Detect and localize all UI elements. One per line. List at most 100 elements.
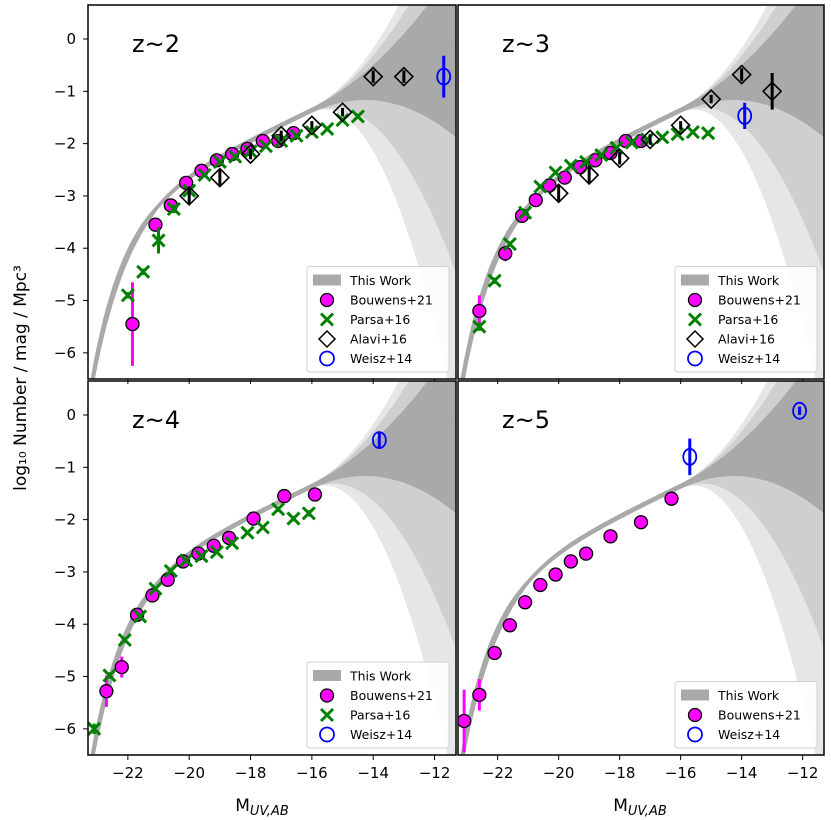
parsa-point: [212, 154, 227, 169]
legend-marker-parsa: [687, 312, 703, 327]
parsa-point: [197, 167, 212, 183]
legend-marker-weisz: [687, 726, 703, 743]
parsa-point: [289, 128, 304, 143]
legend-marker-model: [313, 274, 341, 286]
parsa-point: [563, 158, 578, 173]
legend-label: Parsa+16: [350, 708, 410, 723]
legend-marker-weisz: [319, 726, 335, 743]
bouwens-point: [114, 659, 129, 675]
alavi-point: [640, 129, 661, 150]
alavi-point: [701, 89, 722, 110]
alavi-point: [548, 183, 569, 204]
legend-marker-parsa: [319, 707, 335, 723]
model-band-inner: [460, 381, 824, 755]
parsa-point: [472, 319, 487, 334]
legend-marker-bouwens: [687, 292, 703, 308]
bouwens-point: [633, 515, 649, 530]
legend-label: This Work: [349, 273, 412, 288]
panel-frame: [87, 4, 457, 380]
panel-frame: [457, 380, 825, 756]
x-tick-label: −20: [543, 764, 575, 782]
y-tick-label: −6: [54, 720, 76, 738]
parsa-point: [120, 288, 135, 303]
parsa-point: [133, 609, 148, 624]
panels: z~2 0 −1 −2 −3 −4 −5 −6 This Work Bouwens+21 Parsa…: [54, 4, 825, 782]
parsa-point: [194, 549, 209, 564]
y-tick-label: −4: [54, 239, 76, 257]
parsa-point: [609, 140, 624, 155]
legend-marker-alavi: [317, 329, 337, 349]
bouwens-point: [517, 595, 533, 610]
parsa-point: [335, 113, 350, 128]
y-tick-label: −1: [54, 458, 76, 476]
x-tick-label: −12: [419, 764, 451, 782]
panel-label: z~5: [502, 406, 550, 434]
bouwens-point: [502, 618, 518, 633]
x-tick-label: −12: [787, 764, 819, 782]
legend-marker-parsa: [319, 312, 335, 327]
panel-3: z~4 −22 −20 −18 −16 −14 −12 0 −1 −2 −3 −4 −5 −6 This W…: [54, 380, 457, 782]
model-band-inner: [90, 381, 456, 755]
legend: This Work Bouwens+21 Parsa+16 Alavi+16 Weisz…: [674, 266, 818, 373]
parsa-point: [255, 520, 270, 535]
legend-marker-weisz: [319, 350, 335, 367]
parsa-point: [487, 273, 502, 288]
x-tick-label: −18: [235, 764, 267, 782]
legend-marker-bouwens: [319, 292, 335, 308]
bouwens-point: [528, 192, 543, 208]
legend-marker-model: [313, 670, 341, 681]
panel-label: z~2: [132, 30, 180, 58]
parsa-point: [179, 553, 194, 568]
legend-box: [306, 266, 450, 373]
bouwens-point: [548, 567, 563, 582]
bouwens-point: [487, 645, 502, 661]
y-tick-label: −2: [54, 511, 76, 529]
legend-label: Parsa+16: [350, 312, 410, 327]
bouwens-point: [472, 687, 487, 702]
parsa-point: [166, 201, 181, 217]
x-tick-label: −22: [482, 764, 514, 782]
plot-area: [458, 381, 824, 755]
parsa-point: [548, 165, 563, 180]
legend-label: Bouwens+21: [350, 293, 433, 308]
y-tick-label: −4: [54, 615, 76, 633]
alavi-point: [240, 143, 261, 165]
legend: This Work Bouwens+21 Parsa+16 Alavi+16 Weisz…: [306, 266, 450, 373]
plot-area: [460, 5, 824, 379]
legend-marker-model: [681, 274, 709, 286]
weisz-point: [371, 431, 387, 450]
legend-label: This Work: [717, 688, 780, 703]
panel-label: z~3: [502, 30, 550, 58]
alavi-point: [762, 81, 783, 102]
parsa-point: [117, 632, 132, 647]
parsa-point: [136, 264, 151, 279]
y-tick-label: −2: [54, 135, 76, 153]
legend: This Work Bouwens+21 Weisz+14: [674, 681, 818, 749]
parsa-point: [148, 581, 163, 596]
legend-box: [306, 661, 450, 749]
legend-label: Alavi+16: [718, 332, 775, 347]
weisz-point: [737, 106, 753, 125]
alavi-point: [393, 66, 414, 87]
legend-marker-bouwens: [319, 688, 335, 703]
x-tick-label: −18: [604, 764, 636, 782]
alavi-point: [609, 148, 630, 169]
y-tick-label: −5: [54, 668, 76, 686]
x-tick-label: −16: [665, 764, 697, 782]
x-axis-title-main: M: [235, 796, 250, 816]
legend-label: Weisz+14: [718, 351, 780, 366]
plot-area: [88, 381, 456, 755]
weisz-point: [792, 401, 807, 420]
legend: This Work Bouwens+21 Parsa+16 Weisz+14: [306, 661, 450, 749]
model-band-inner: [90, 5, 456, 379]
parsa-point: [502, 236, 517, 252]
legend-label: This Work: [349, 669, 412, 684]
parsa-point: [320, 121, 335, 137]
alavi-point: [363, 66, 384, 87]
legend-label: Weisz+14: [350, 727, 412, 742]
legend-label: Bouwens+21: [718, 708, 801, 723]
legend-marker-alavi: [685, 329, 705, 349]
y-axis-title: log₁₀ Number / mag / Mpc³: [11, 265, 31, 491]
bouwens-point: [145, 588, 160, 603]
bouwens-point: [125, 316, 140, 332]
